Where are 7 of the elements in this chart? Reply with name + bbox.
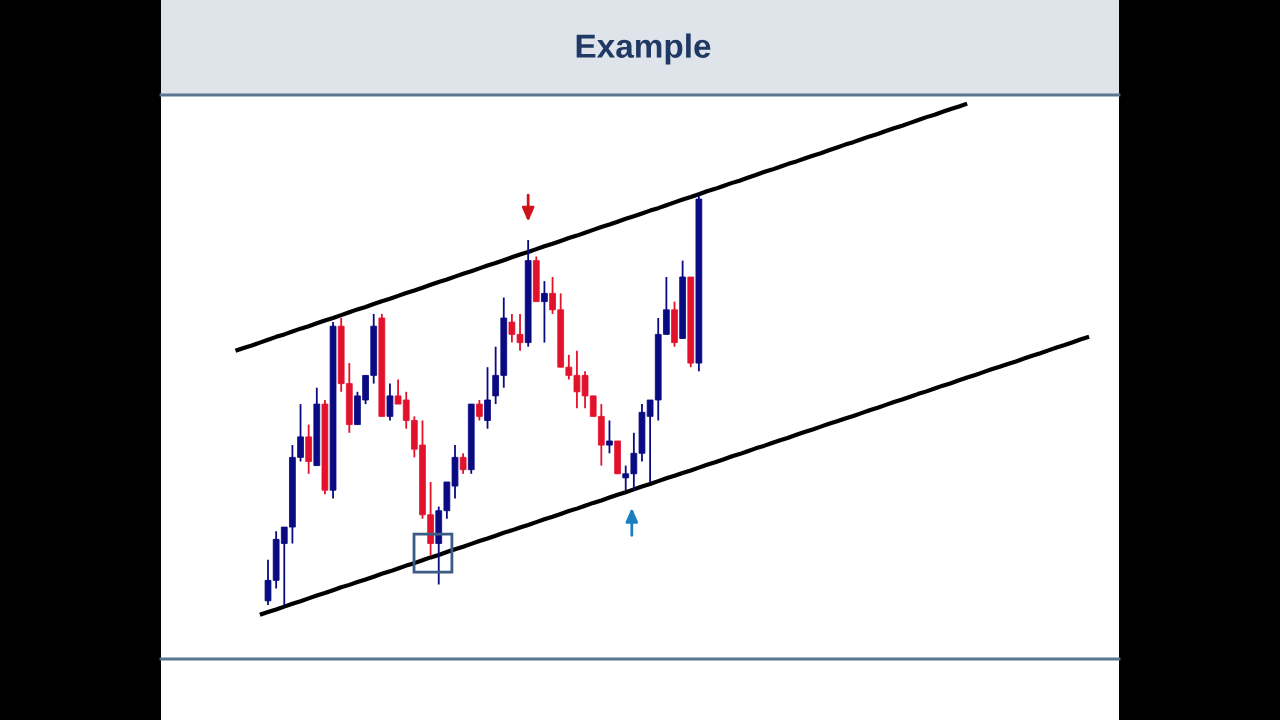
candlestick [459, 452, 467, 475]
candlestick [386, 382, 394, 422]
candlestick [541, 280, 548, 344]
candlestick [484, 366, 491, 430]
candlestick [476, 399, 483, 422]
chart-title: Example [576, 33, 711, 65]
candlestick [606, 419, 613, 455]
